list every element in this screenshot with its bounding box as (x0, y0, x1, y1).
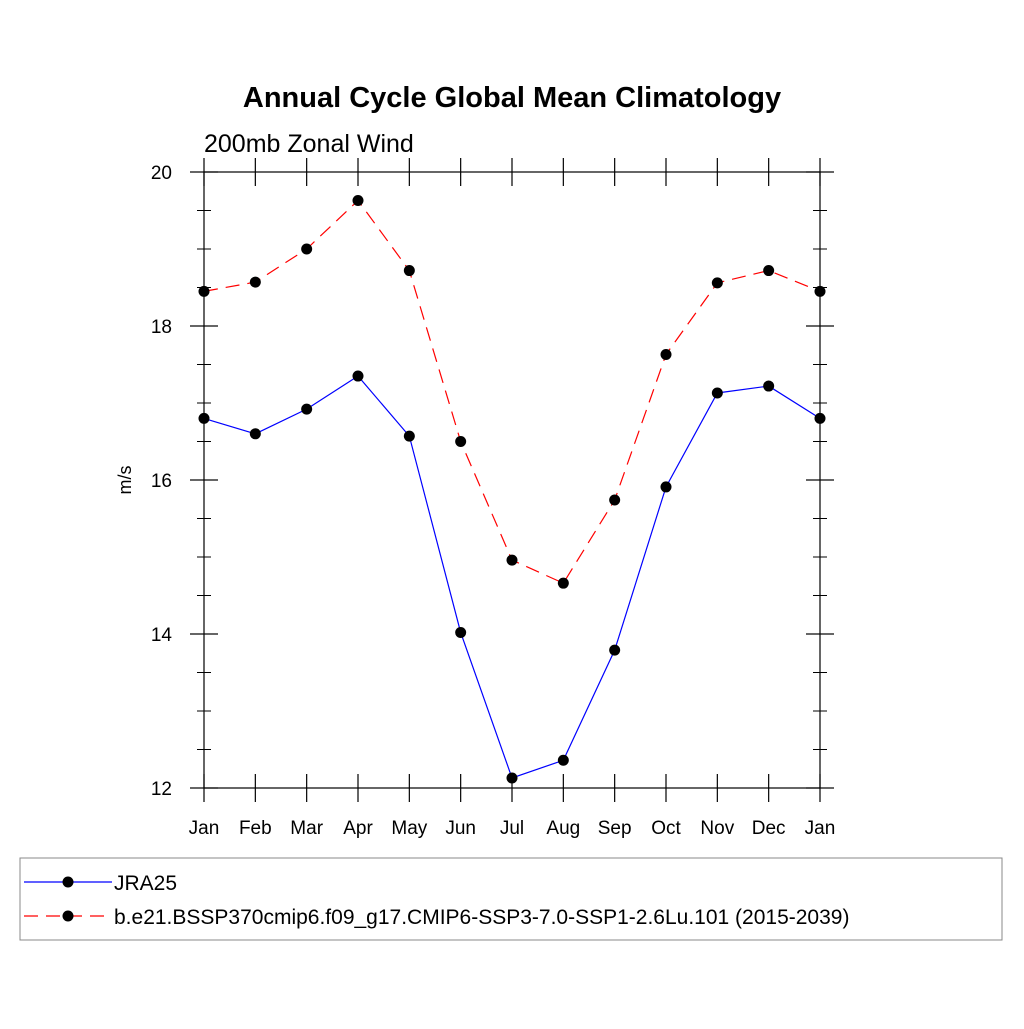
x-tick-label: Apr (343, 818, 373, 839)
x-tick-label: Dec (752, 818, 786, 839)
x-tick-label: Sep (598, 818, 632, 839)
data-point (557, 577, 569, 589)
legend-label: JRA25 (114, 872, 177, 895)
legend-box (19, 857, 1003, 941)
data-point (301, 243, 313, 255)
data-point (763, 265, 775, 277)
data-point (403, 265, 415, 277)
data-point (506, 772, 518, 784)
x-tick-label: Oct (651, 818, 681, 839)
x-tick-label: Jun (445, 818, 476, 839)
data-point (609, 494, 621, 506)
data-point (403, 430, 415, 442)
plot-frame (203, 171, 821, 789)
data-point (660, 348, 672, 360)
data-point (249, 428, 261, 440)
legend-marker (62, 910, 74, 922)
chart-title: Annual Cycle Global Mean Climatology (243, 82, 781, 114)
y-tick-label: 16 (151, 471, 172, 492)
data-point (249, 276, 261, 288)
data-point (763, 380, 775, 392)
chart-subtitle: 200mb Zonal Wind (204, 130, 414, 158)
y-tick-label: 12 (151, 779, 172, 800)
x-tick-label: Jan (189, 818, 220, 839)
data-point (506, 554, 518, 566)
x-tick-label: Jan (805, 818, 836, 839)
data-point (814, 285, 826, 297)
data-point (711, 387, 723, 399)
y-tick-label: 20 (151, 163, 172, 184)
data-point (455, 436, 467, 447)
x-tick-label: Aug (546, 818, 580, 839)
y-axis-label: m/s (115, 466, 135, 495)
x-tick-label: Mar (290, 818, 323, 839)
series-layer (198, 194, 826, 784)
data-point (198, 412, 210, 424)
data-point (352, 370, 364, 382)
x-tick-label: Jul (500, 818, 524, 839)
x-tick-label: May (391, 818, 427, 839)
data-point (198, 285, 210, 297)
x-tick-label: Nov (700, 818, 734, 839)
data-point (301, 403, 313, 415)
x-axis-ticks: Jan Feb Mar Apr May Jun Jul Aug Sep Oct Nov Dec Jan (189, 158, 836, 839)
y-axis-ticks: 12 14 16 18 20 (151, 163, 834, 800)
y-tick-label: 18 (151, 317, 172, 338)
legend-marker (62, 876, 74, 888)
y-tick-label: 14 (151, 625, 173, 646)
legend: JRA25 b.e21.BSSP370cmip6.f09_g17.CMIP6-SS… (24, 872, 849, 929)
data-point (711, 277, 723, 289)
legend-label: b.e21.BSSP370cmip6.f09_g17.CMIP6-SSP3-7.… (114, 906, 849, 929)
series-line-1 (203, 375, 821, 779)
data-point (660, 481, 672, 493)
data-point (455, 626, 467, 638)
x-tick-label: Feb (239, 818, 272, 839)
data-point (609, 644, 621, 656)
data-point (814, 412, 826, 424)
data-point (352, 194, 364, 206)
data-point (557, 754, 569, 766)
